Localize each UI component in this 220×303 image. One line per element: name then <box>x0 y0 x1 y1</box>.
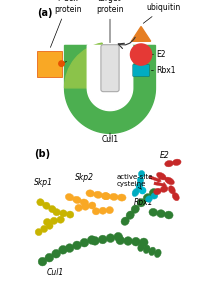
Ellipse shape <box>157 172 166 180</box>
Ellipse shape <box>114 232 123 241</box>
Ellipse shape <box>66 211 74 218</box>
Ellipse shape <box>139 238 148 247</box>
Ellipse shape <box>165 177 174 185</box>
Ellipse shape <box>73 196 81 204</box>
Ellipse shape <box>102 193 110 200</box>
Ellipse shape <box>149 247 156 255</box>
Ellipse shape <box>73 241 81 250</box>
Text: Skp1: Skp1 <box>34 178 53 187</box>
Ellipse shape <box>132 237 140 246</box>
Ellipse shape <box>106 234 115 242</box>
Ellipse shape <box>110 193 118 201</box>
Text: Skp1: Skp1 <box>39 61 58 70</box>
Ellipse shape <box>80 199 89 206</box>
Ellipse shape <box>132 188 139 197</box>
Ellipse shape <box>43 218 51 226</box>
Ellipse shape <box>131 205 139 213</box>
Ellipse shape <box>65 244 74 252</box>
Ellipse shape <box>59 245 67 254</box>
Ellipse shape <box>165 161 173 167</box>
Ellipse shape <box>157 210 165 218</box>
Ellipse shape <box>45 253 54 262</box>
Text: Rbx1: Rbx1 <box>134 198 153 207</box>
Polygon shape <box>64 45 156 133</box>
Text: target
protein: target protein <box>96 0 124 43</box>
Ellipse shape <box>143 194 152 202</box>
Ellipse shape <box>94 191 102 198</box>
Polygon shape <box>154 182 167 188</box>
Ellipse shape <box>149 188 158 197</box>
Text: (b): (b) <box>34 148 51 158</box>
Ellipse shape <box>41 225 48 232</box>
Text: active-site
cysteine: active-site cysteine <box>116 174 153 189</box>
Point <box>140 187 143 192</box>
FancyBboxPatch shape <box>101 45 119 92</box>
Ellipse shape <box>124 237 132 245</box>
Ellipse shape <box>86 190 95 197</box>
Polygon shape <box>131 26 151 41</box>
Ellipse shape <box>101 193 110 200</box>
Text: Cul1: Cul1 <box>101 135 119 144</box>
Ellipse shape <box>172 159 181 165</box>
Wedge shape <box>64 43 106 88</box>
Ellipse shape <box>60 210 67 217</box>
Ellipse shape <box>154 188 161 195</box>
Circle shape <box>59 61 64 66</box>
Ellipse shape <box>116 236 125 245</box>
Ellipse shape <box>172 193 179 201</box>
Ellipse shape <box>149 208 158 216</box>
Ellipse shape <box>126 211 134 219</box>
Text: Cul1: Cul1 <box>46 268 64 277</box>
Ellipse shape <box>137 199 146 207</box>
Ellipse shape <box>121 217 129 225</box>
Ellipse shape <box>151 193 158 199</box>
Ellipse shape <box>117 194 126 201</box>
Ellipse shape <box>65 194 74 201</box>
Ellipse shape <box>91 237 99 245</box>
Ellipse shape <box>137 177 144 184</box>
Ellipse shape <box>98 235 107 244</box>
Ellipse shape <box>138 171 145 177</box>
Circle shape <box>130 44 152 65</box>
Text: Skp2: Skp2 <box>75 173 94 182</box>
Ellipse shape <box>43 202 50 209</box>
Ellipse shape <box>37 199 44 206</box>
Ellipse shape <box>99 207 107 214</box>
Ellipse shape <box>160 186 168 192</box>
Text: (a): (a) <box>37 8 53 18</box>
Ellipse shape <box>38 257 47 266</box>
Ellipse shape <box>88 202 96 209</box>
FancyBboxPatch shape <box>37 51 62 76</box>
Ellipse shape <box>75 204 82 211</box>
Ellipse shape <box>136 181 143 190</box>
Ellipse shape <box>168 186 175 194</box>
Ellipse shape <box>57 216 64 223</box>
Ellipse shape <box>46 222 53 229</box>
Text: ubiquitin: ubiquitin <box>143 3 181 23</box>
Ellipse shape <box>49 205 56 213</box>
Ellipse shape <box>88 236 96 244</box>
Text: Rbx1: Rbx1 <box>156 66 176 75</box>
FancyBboxPatch shape <box>133 64 149 76</box>
Ellipse shape <box>165 211 173 219</box>
Ellipse shape <box>50 217 58 225</box>
Ellipse shape <box>82 203 89 210</box>
Ellipse shape <box>146 196 152 202</box>
Text: E2: E2 <box>156 50 166 59</box>
Ellipse shape <box>106 207 114 214</box>
Text: F-box
protein: F-box protein <box>50 0 81 47</box>
Polygon shape <box>149 176 161 183</box>
Polygon shape <box>87 45 133 111</box>
Ellipse shape <box>138 243 145 251</box>
Ellipse shape <box>80 238 89 247</box>
Ellipse shape <box>143 245 150 254</box>
Ellipse shape <box>154 249 161 258</box>
Text: E2: E2 <box>160 151 170 160</box>
Ellipse shape <box>92 208 100 215</box>
Ellipse shape <box>35 228 42 236</box>
Ellipse shape <box>52 249 60 258</box>
Ellipse shape <box>53 209 60 216</box>
